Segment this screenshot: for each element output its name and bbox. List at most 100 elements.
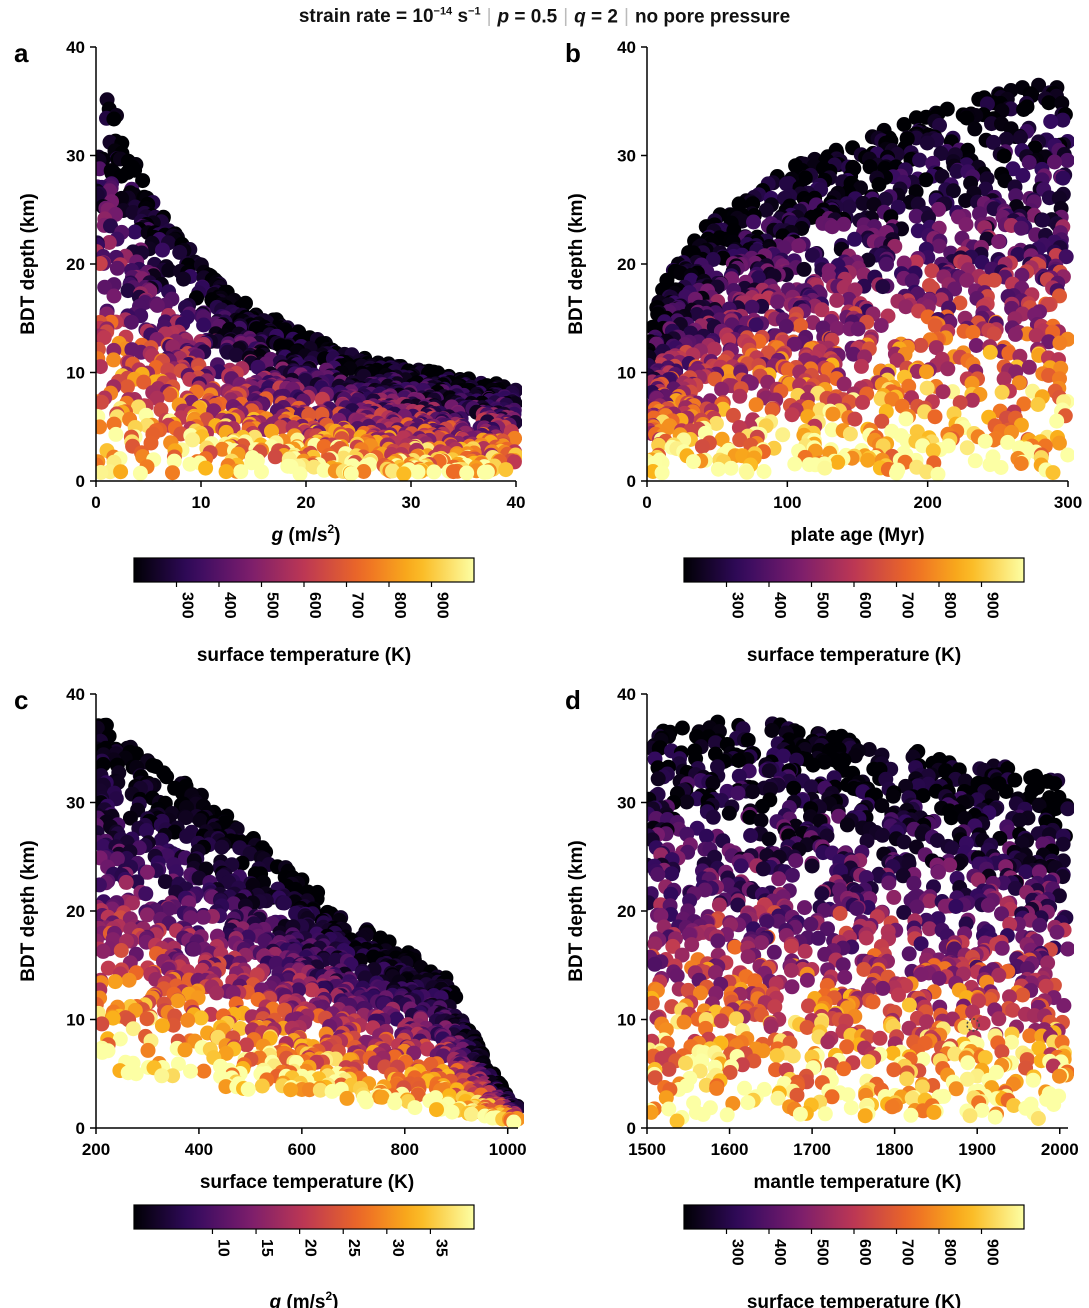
scatter-point <box>1030 397 1046 412</box>
scatter-point <box>958 193 974 209</box>
scatter-point <box>138 886 154 902</box>
scatter-point <box>1051 435 1067 451</box>
scatter-point <box>498 462 514 478</box>
scatter-point <box>358 1094 374 1110</box>
scatter-point <box>96 1016 110 1032</box>
scatter-point <box>292 466 308 481</box>
x-tick-label: 0 <box>91 493 100 512</box>
scatter-point <box>964 375 980 391</box>
scatter-point <box>959 272 975 288</box>
scatter-point <box>793 318 808 334</box>
scatter-point <box>96 419 107 435</box>
scatter-point <box>952 295 968 311</box>
y-tick-label: 20 <box>66 255 85 274</box>
scatter-point <box>1047 154 1062 170</box>
scatter-point <box>103 218 118 234</box>
y-tick-label: 40 <box>66 38 85 57</box>
scatter-point <box>829 292 845 308</box>
scatter-point <box>803 779 819 795</box>
x-tick-label: 30 <box>402 493 421 512</box>
scatter-point <box>193 1010 209 1026</box>
scatter-point <box>1016 396 1032 412</box>
colorbar: 10 15 20 25 30 35g (m/s2) <box>133 1204 475 1308</box>
colorbar-tick-label: 900 <box>434 592 451 619</box>
scatter-point <box>226 896 242 912</box>
scatter-point <box>866 197 882 212</box>
scatter-point <box>993 460 1009 475</box>
colorbar-gradient <box>133 557 475 583</box>
scatter-point <box>161 901 177 917</box>
colorbar-tick-label: 10 <box>214 1239 231 1257</box>
scatter-point <box>233 464 249 480</box>
scatter-point <box>787 456 803 472</box>
scatter-point <box>764 402 780 418</box>
scatter-point <box>756 464 772 479</box>
scatter-point <box>982 344 998 360</box>
scatter-point <box>847 411 863 427</box>
scatter-point <box>1060 447 1074 463</box>
scatter-point <box>731 768 747 784</box>
scatter-point <box>732 432 748 448</box>
x-tick-label: 800 <box>391 1140 419 1159</box>
scatter-point <box>931 238 947 254</box>
scatter-point <box>919 364 934 380</box>
scatter-point <box>879 256 894 272</box>
scatter-point <box>674 720 690 736</box>
scatter-point <box>949 163 965 179</box>
colorbar-tick-label: 400 <box>221 592 238 619</box>
scatter-point <box>871 177 887 192</box>
scatter-point <box>896 117 912 132</box>
scatter-point <box>996 371 1012 387</box>
panel-letter: b <box>565 38 581 68</box>
scatter-point <box>919 135 935 151</box>
scatter-points <box>96 717 524 1128</box>
scatter-point <box>775 427 791 443</box>
scatter-point <box>824 422 840 438</box>
scatter-point <box>928 340 944 356</box>
scatter-point <box>177 1042 193 1058</box>
scatter-point <box>154 1068 170 1084</box>
p-symbol: p <box>497 6 510 28</box>
scatter-point <box>172 244 188 260</box>
scatter-point <box>1041 334 1057 350</box>
y-tick-label: 10 <box>66 364 85 383</box>
colorbar-gradient <box>683 557 1025 583</box>
scatter-point <box>139 823 154 838</box>
scatter-point <box>507 430 522 446</box>
scatter-point <box>746 214 761 230</box>
scatter-point <box>817 460 833 476</box>
scatter-point <box>940 361 956 377</box>
scatter-point <box>396 466 412 481</box>
scatter-point <box>316 462 332 478</box>
scatter-point <box>179 828 194 844</box>
scatter-point <box>139 1011 155 1027</box>
x-tick-label: 600 <box>288 1140 316 1159</box>
scatter-point <box>750 270 766 286</box>
pore-pressure-text: no pore pressure <box>634 6 791 28</box>
scatter-point <box>506 1114 522 1128</box>
scatter-point <box>853 358 869 374</box>
scatter-point <box>786 336 802 352</box>
scatter-point <box>814 302 830 318</box>
scatter-point <box>312 1082 328 1098</box>
y-tick-label: 30 <box>617 147 636 166</box>
scatter-point <box>918 172 934 188</box>
scatter-point <box>1059 152 1074 168</box>
scatter-point <box>791 238 807 254</box>
scatter-point <box>889 465 904 481</box>
colorbar-tick-label: 400 <box>771 592 788 619</box>
scatter-point <box>343 466 359 481</box>
scatter-point <box>805 757 821 773</box>
scatter-point <box>945 183 961 199</box>
scatter-point <box>862 159 878 175</box>
scatter-point <box>779 176 794 192</box>
scatter-point <box>228 347 244 363</box>
scatter-point <box>1060 801 1074 817</box>
colorbar-label: surface temperature (K) <box>747 645 961 666</box>
scatter-point <box>96 359 108 375</box>
scatter-point <box>925 443 941 459</box>
scatter-point <box>754 798 770 814</box>
scatter-point <box>127 224 143 240</box>
scatter-point <box>977 433 993 449</box>
